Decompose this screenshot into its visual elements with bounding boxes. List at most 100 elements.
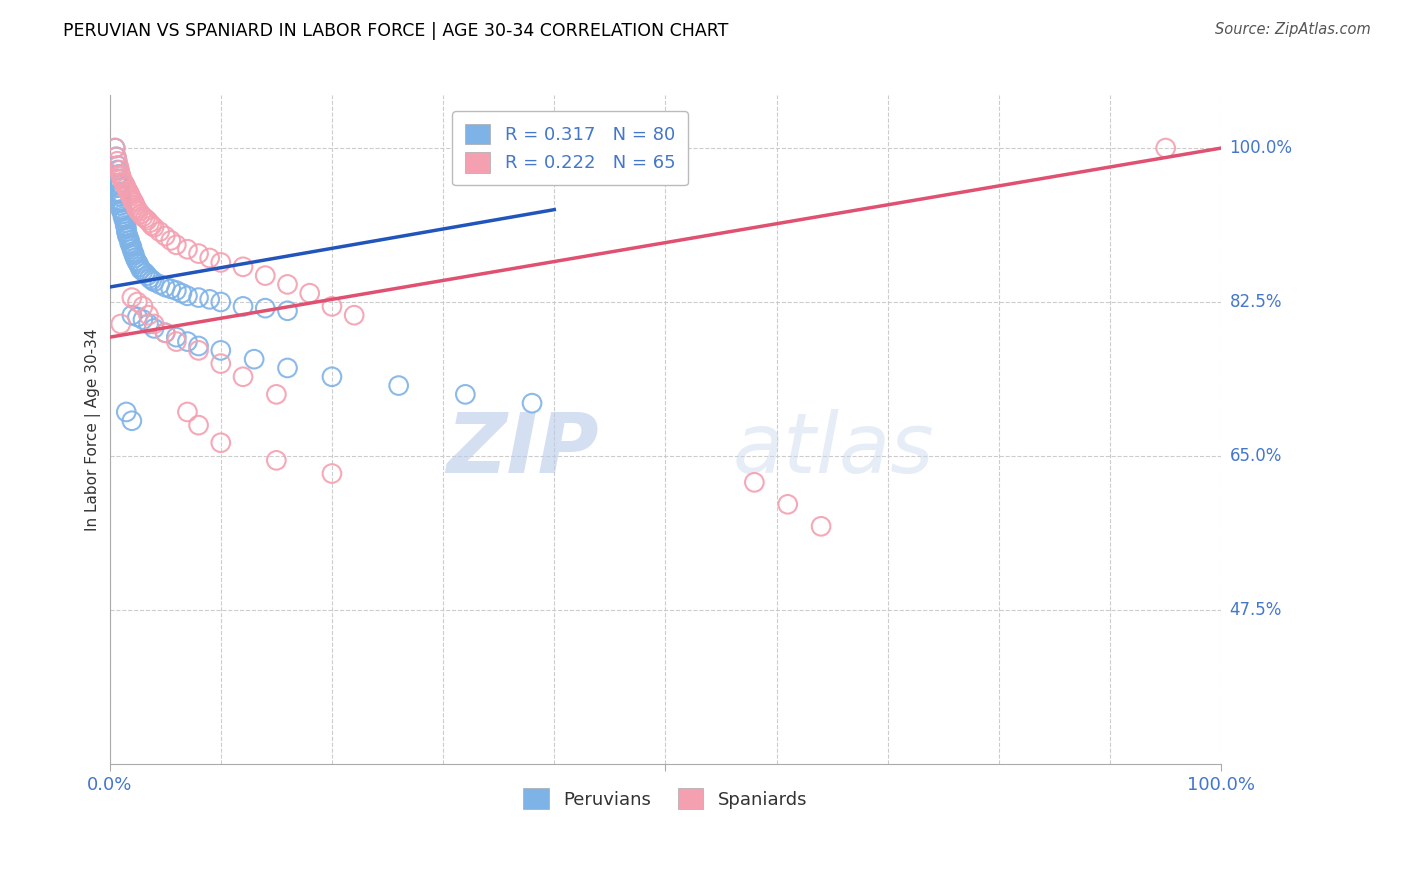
Point: [121, 291, 143, 305]
Point: [105, 150, 128, 164]
Text: 82.5%: 82.5%: [1230, 293, 1282, 311]
Point: [114, 216, 136, 230]
Point: [159, 234, 181, 248]
Point: [209, 343, 232, 358]
Point: [127, 202, 149, 217]
Point: [122, 244, 145, 259]
Point: [121, 308, 143, 322]
Point: [176, 405, 198, 419]
Point: [121, 414, 143, 428]
Text: 47.5%: 47.5%: [1230, 601, 1282, 619]
Text: 65.0%: 65.0%: [1230, 447, 1282, 465]
Text: atlas: atlas: [733, 409, 934, 490]
Point: [108, 180, 131, 194]
Point: [127, 295, 149, 310]
Point: [111, 204, 134, 219]
Point: [132, 210, 155, 224]
Point: [128, 257, 150, 271]
Point: [111, 172, 134, 186]
Point: [138, 216, 160, 230]
Point: [117, 229, 139, 244]
Point: [187, 339, 209, 353]
Point: [104, 141, 127, 155]
Text: ZIP: ZIP: [446, 409, 599, 490]
Point: [112, 211, 135, 226]
Point: [209, 255, 232, 269]
Point: [107, 168, 129, 182]
Point: [266, 453, 288, 467]
Point: [176, 334, 198, 349]
Point: [134, 211, 156, 226]
Point: [107, 163, 129, 178]
Point: [149, 225, 172, 239]
Text: PERUVIAN VS SPANIARD IN LABOR FORCE | AGE 30-34 CORRELATION CHART: PERUVIAN VS SPANIARD IN LABOR FORCE | AG…: [63, 22, 728, 40]
Point: [187, 246, 209, 260]
Point: [117, 185, 139, 199]
Point: [187, 418, 209, 433]
Point: [108, 176, 131, 190]
Point: [165, 237, 187, 252]
Point: [117, 183, 139, 197]
Point: [198, 251, 221, 265]
Point: [110, 186, 132, 201]
Point: [125, 201, 148, 215]
Point: [120, 237, 142, 252]
Text: Source: ZipAtlas.com: Source: ZipAtlas.com: [1215, 22, 1371, 37]
Point: [111, 207, 134, 221]
Point: [127, 255, 149, 269]
Point: [125, 253, 148, 268]
Point: [111, 174, 134, 188]
Point: [110, 202, 132, 217]
Point: [136, 268, 159, 283]
Point: [114, 219, 136, 233]
Point: [165, 334, 187, 349]
Point: [115, 222, 138, 236]
Point: [122, 248, 145, 262]
Point: [276, 303, 298, 318]
Point: [110, 194, 132, 208]
Point: [143, 220, 166, 235]
Point: [112, 213, 135, 227]
Point: [122, 195, 145, 210]
Point: [232, 260, 254, 274]
Point: [810, 519, 832, 533]
Point: [138, 308, 160, 322]
Point: [107, 159, 129, 173]
Point: [129, 262, 152, 277]
Point: [321, 369, 343, 384]
Point: [198, 293, 221, 307]
Point: [209, 435, 232, 450]
Point: [343, 308, 366, 322]
Point: [118, 235, 141, 250]
Point: [276, 361, 298, 376]
Point: [187, 291, 209, 305]
Point: [124, 198, 146, 212]
Point: [266, 387, 288, 401]
Point: [117, 227, 139, 242]
Point: [143, 321, 166, 335]
Point: [107, 172, 129, 186]
Point: [165, 330, 187, 344]
Point: [155, 280, 177, 294]
Point: [129, 207, 152, 221]
Point: [155, 326, 177, 340]
Point: [115, 225, 138, 239]
Point: [112, 176, 135, 190]
Point: [132, 312, 155, 326]
Point: [110, 169, 132, 184]
Point: [132, 299, 155, 313]
Point: [122, 194, 145, 208]
Point: [136, 213, 159, 227]
Point: [124, 251, 146, 265]
Point: [111, 210, 134, 224]
Point: [107, 154, 129, 169]
Point: [138, 317, 160, 331]
Point: [170, 286, 193, 301]
Point: [121, 239, 143, 253]
Point: [232, 299, 254, 313]
Point: [128, 204, 150, 219]
Point: [118, 234, 141, 248]
Point: [321, 467, 343, 481]
Point: [115, 220, 138, 235]
Point: [149, 277, 172, 292]
